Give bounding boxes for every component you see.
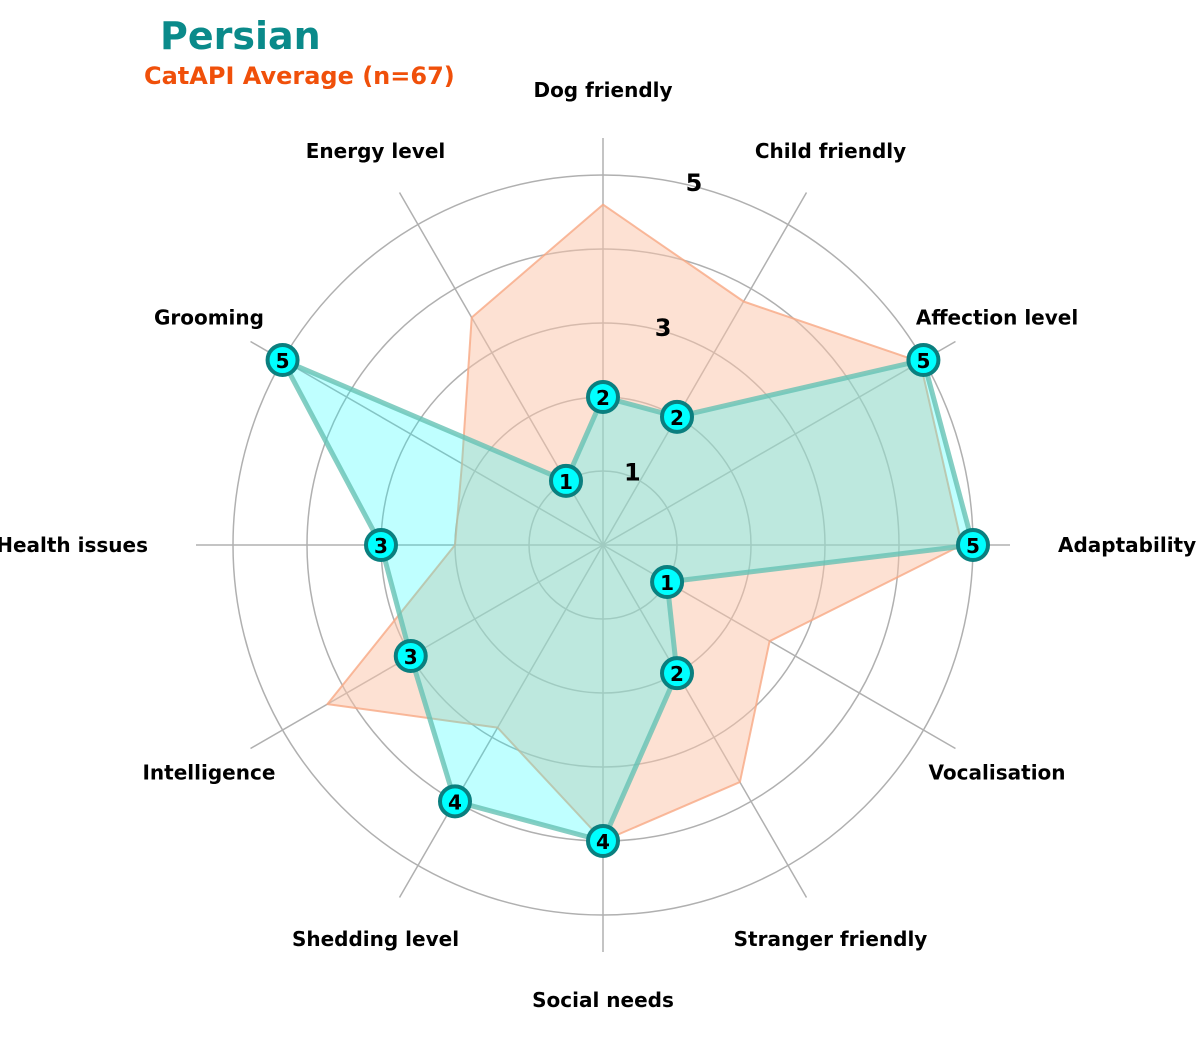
data-point — [650, 565, 685, 599]
axis-label: Dog friendly — [533, 78, 672, 102]
radial-tick-label: 1 — [624, 459, 641, 487]
data-label: 3 — [374, 534, 388, 558]
chart-title: Persian — [160, 14, 321, 58]
data-label: 2 — [670, 406, 684, 430]
axis-label: Grooming — [154, 306, 264, 330]
data-point — [393, 639, 428, 673]
axis-label: Energy level — [306, 139, 446, 163]
data-point — [906, 343, 941, 377]
data-label: 5 — [276, 349, 290, 373]
data-label: 5 — [916, 349, 930, 373]
chart-subtitle: CatAPI Average (n=67) — [144, 62, 455, 90]
data-point — [364, 528, 398, 562]
axis-label: Adaptability — [1058, 533, 1196, 557]
data-label: 4 — [596, 830, 610, 854]
axis-label: Child friendly — [755, 139, 906, 163]
data-point — [265, 343, 300, 377]
axis-label: Shedding level — [292, 927, 459, 951]
axis-label: Social needs — [532, 988, 674, 1012]
data-point — [549, 463, 583, 498]
radial-tick-label: 5 — [686, 169, 703, 197]
radial-tick-label: 3 — [655, 314, 672, 342]
data-label: 3 — [404, 645, 418, 669]
breed-area — [280, 357, 976, 844]
axis-label: Health issues — [0, 533, 148, 557]
data-point — [438, 784, 472, 819]
data-point — [586, 380, 620, 414]
data-point — [660, 399, 694, 434]
axis-label: Affection level — [916, 306, 1078, 330]
data-point — [956, 528, 990, 562]
data-label: 1 — [559, 470, 573, 494]
data-label: 1 — [660, 571, 674, 595]
axis-label: Vocalisation — [929, 761, 1066, 785]
axis-label: Stranger friendly — [734, 927, 928, 951]
data-label: 2 — [670, 662, 684, 686]
data-label: 4 — [448, 790, 462, 814]
average-area — [326, 203, 963, 842]
data-label: 2 — [596, 386, 610, 410]
axis-label: Intelligence — [142, 761, 275, 785]
data-point — [586, 824, 620, 858]
data-point — [660, 656, 694, 691]
data-label: 5 — [966, 534, 980, 558]
